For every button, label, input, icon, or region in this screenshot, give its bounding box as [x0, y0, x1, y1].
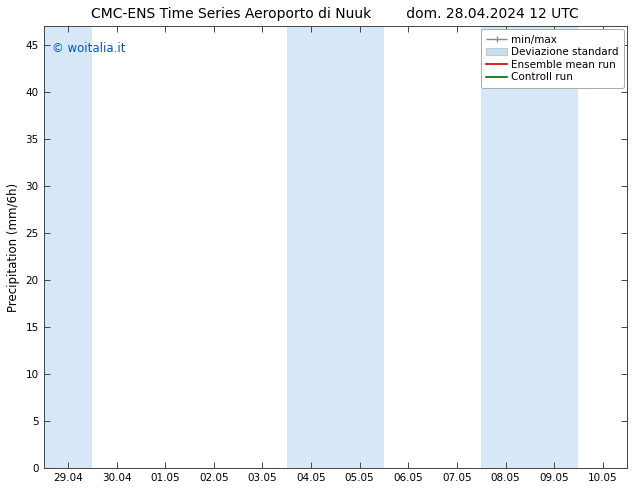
Title: CMC-ENS Time Series Aeroporto di Nuuk        dom. 28.04.2024 12 UTC: CMC-ENS Time Series Aeroporto di Nuuk do…	[91, 7, 579, 21]
Bar	[481, 26, 578, 468]
Bar	[287, 26, 384, 468]
Bar	[44, 26, 92, 468]
Text: © woitalia.it: © woitalia.it	[53, 42, 126, 55]
Y-axis label: Precipitation (mm/6h): Precipitation (mm/6h)	[7, 183, 20, 312]
Legend: min/max, Deviazione standard, Ensemble mean run, Controll run: min/max, Deviazione standard, Ensemble m…	[481, 29, 624, 88]
